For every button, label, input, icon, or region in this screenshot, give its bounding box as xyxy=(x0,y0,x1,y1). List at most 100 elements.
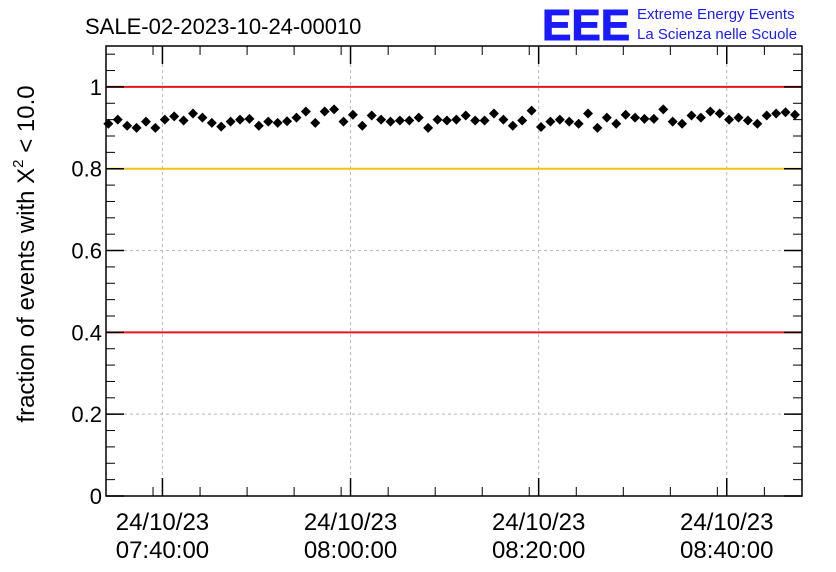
data-point xyxy=(536,122,546,132)
data-point xyxy=(545,116,556,127)
logo-line-1: Extreme Energy Events xyxy=(637,6,795,23)
x-tick-date-label: 24/10/23 xyxy=(680,509,773,536)
data-point xyxy=(300,106,311,117)
grid-lines xyxy=(106,46,802,496)
x-tick-date-label: 24/10/23 xyxy=(304,509,397,536)
data-point xyxy=(282,116,293,127)
data-point xyxy=(451,114,462,125)
data-point xyxy=(611,118,622,129)
x-tick-time-label: 08:40:00 xyxy=(680,537,773,564)
data-point xyxy=(648,113,659,124)
data-point xyxy=(423,122,434,133)
data-point xyxy=(347,109,358,120)
data-point xyxy=(178,115,189,126)
eee-logo: EEE Extreme Energy Events La Scienza nel… xyxy=(542,1,798,51)
data-point xyxy=(329,104,340,115)
data-point xyxy=(103,118,114,129)
data-point xyxy=(564,116,575,127)
data-point xyxy=(771,108,782,119)
data-point xyxy=(761,110,772,121)
data-point xyxy=(366,110,377,121)
plot-border xyxy=(105,45,803,497)
data-point xyxy=(526,105,537,116)
data-point xyxy=(498,114,509,125)
data-point xyxy=(263,116,274,127)
data-point xyxy=(122,120,133,131)
data-point xyxy=(394,115,405,126)
data-point xyxy=(357,120,368,131)
data-point xyxy=(310,117,321,128)
y-tick-label: 1 xyxy=(90,75,102,100)
data-point xyxy=(338,116,349,127)
data-point xyxy=(460,110,471,121)
data-point xyxy=(554,114,565,125)
data-point xyxy=(780,107,791,118)
x-tick-time-label: 07:40:00 xyxy=(116,537,209,564)
x-axis: 24/10/2307:40:0024/10/2308:00:0024/10/23… xyxy=(105,46,773,564)
data-point xyxy=(742,115,753,126)
data-point xyxy=(789,109,800,120)
data-point xyxy=(479,115,490,126)
x-tick-time-label: 08:00:00 xyxy=(304,537,397,564)
data-point xyxy=(441,115,452,126)
data-point xyxy=(639,113,650,124)
data-point xyxy=(404,115,415,126)
data-point xyxy=(658,104,669,115)
data-point xyxy=(667,116,678,127)
data-point xyxy=(319,106,330,117)
data-point xyxy=(488,108,499,119)
y-axis-label-main: fraction of events with X xyxy=(13,168,40,423)
data-point xyxy=(206,117,217,128)
x-tick-date-label: 24/10/23 xyxy=(492,509,585,536)
data-point xyxy=(197,112,208,123)
data-point xyxy=(291,112,302,123)
data-point xyxy=(385,116,396,127)
y-tick-label: 0 xyxy=(90,484,102,509)
data-point xyxy=(131,122,142,133)
y-axis-label-superscript: 2 xyxy=(10,159,27,167)
data-point xyxy=(244,113,255,124)
data-point xyxy=(714,108,725,119)
data-point xyxy=(573,118,584,129)
data-point xyxy=(620,109,631,120)
data-point xyxy=(150,122,161,133)
data-point xyxy=(686,110,697,121)
logo-mark: EEE xyxy=(542,1,630,50)
data-point xyxy=(592,122,603,133)
y-tick-label: 0.6 xyxy=(71,239,102,264)
data-series xyxy=(103,104,800,133)
y-axis-label-tail: < 10.0 xyxy=(13,85,40,159)
data-point xyxy=(677,118,688,129)
data-point xyxy=(140,116,151,127)
data-point xyxy=(705,106,716,117)
data-point xyxy=(112,114,123,125)
data-point xyxy=(470,115,481,126)
data-point xyxy=(724,114,735,125)
data-point xyxy=(225,116,236,127)
y-tick-label: 0.4 xyxy=(71,320,102,345)
logo-line-2: La Scienza nelle Scuole xyxy=(637,26,797,43)
reference-lines xyxy=(106,85,802,334)
chart-title: SALE-02-2023-10-24-00010 xyxy=(85,14,361,39)
data-point xyxy=(752,118,763,129)
data-point xyxy=(188,108,198,119)
data-point xyxy=(733,112,744,123)
x-tick-time-label: 08:20:00 xyxy=(492,537,585,564)
data-point xyxy=(235,114,246,125)
data-point xyxy=(630,112,641,123)
data-point xyxy=(507,120,518,131)
x-tick-date-label: 24/10/23 xyxy=(116,509,209,536)
data-point xyxy=(159,114,170,125)
data-point xyxy=(601,112,612,123)
data-point xyxy=(432,114,443,125)
y-tick-label: 0.2 xyxy=(71,402,102,427)
plot-frame xyxy=(105,45,803,497)
data-point xyxy=(695,112,706,123)
y-axis: 0 0.2 0.4 0.6 0.8 1 xyxy=(71,53,802,509)
data-point xyxy=(169,111,180,122)
y-axis-label: fraction of events with X2 < 10.0 xyxy=(10,85,40,422)
data-point xyxy=(253,120,264,131)
data-point xyxy=(583,108,594,119)
data-point xyxy=(413,112,424,123)
